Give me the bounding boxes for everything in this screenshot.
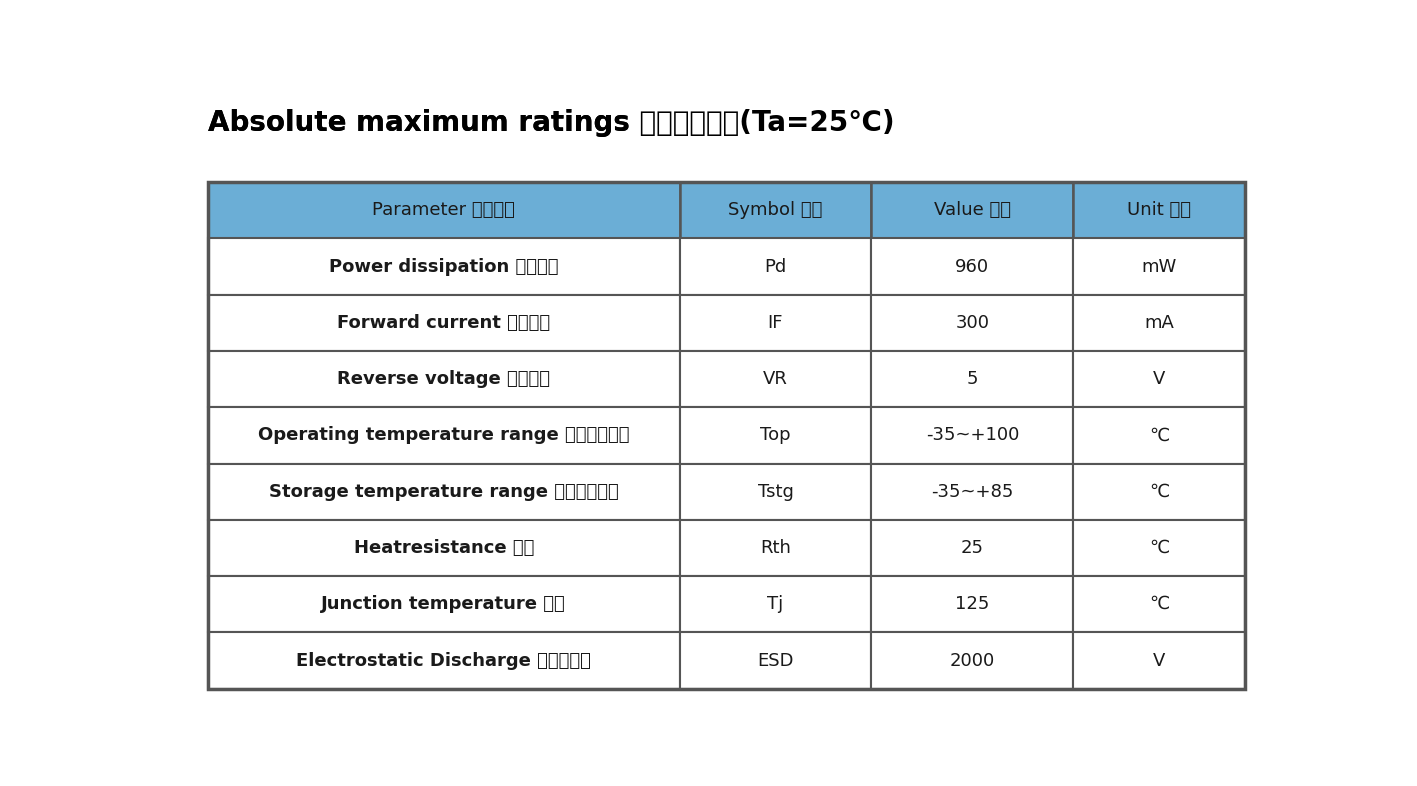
Text: ℃: ℃ [1149, 483, 1169, 501]
Text: -35~+85: -35~+85 [931, 483, 1013, 501]
Bar [1074, 464, 1244, 520]
Bar [208, 633, 680, 689]
Bar [208, 238, 680, 295]
Bar [871, 576, 1074, 633]
Text: Power dissipation 消耗功率: Power dissipation 消耗功率 [329, 258, 558, 276]
Bar [871, 238, 1074, 295]
Text: mA: mA [1144, 314, 1173, 332]
Text: Unit 单位: Unit 单位 [1127, 201, 1192, 219]
Text: Absolute maximum ratings 最大限定参数(Ta=25℃): Absolute maximum ratings 最大限定参数(Ta=25℃) [208, 109, 894, 138]
Bar [871, 633, 1074, 689]
Bar [871, 295, 1074, 351]
Bar [680, 295, 871, 351]
Bar [680, 182, 871, 238]
Text: Rth: Rth [760, 539, 791, 557]
Bar [1074, 520, 1244, 576]
Bar [1074, 407, 1244, 464]
Bar [208, 407, 680, 464]
Text: IF: IF [768, 314, 784, 332]
Text: Absolute maximum ratings: Absolute maximum ratings [208, 109, 639, 138]
Text: mW: mW [1142, 258, 1176, 276]
Text: Symbol 符号: Symbol 符号 [728, 201, 823, 219]
Bar [680, 351, 871, 407]
Bar [208, 295, 680, 351]
Text: Junction temperature 结温: Junction temperature 结温 [322, 595, 567, 613]
Bar [871, 407, 1074, 464]
Bar [680, 633, 871, 689]
Bar [1074, 182, 1244, 238]
Text: ℃: ℃ [1149, 426, 1169, 444]
Text: Electrostatic Discharge 抗静电能力: Electrostatic Discharge 抗静电能力 [296, 652, 591, 670]
Bar [680, 407, 871, 464]
Bar [1074, 351, 1244, 407]
Bar [871, 520, 1074, 576]
Bar [680, 464, 871, 520]
Text: Tj: Tj [768, 595, 784, 613]
Bar [208, 520, 680, 576]
Bar [1074, 633, 1244, 689]
Bar [680, 238, 871, 295]
Text: 5: 5 [966, 370, 978, 388]
Text: ESD: ESD [757, 652, 794, 670]
Text: Heatresistance 热阻: Heatresistance 热阻 [353, 539, 534, 557]
Text: Forward current 正向电流: Forward current 正向电流 [337, 314, 550, 332]
Text: V: V [1153, 652, 1165, 670]
Text: 2000: 2000 [949, 652, 995, 670]
Text: Storage temperature range 储存温度范围: Storage temperature range 储存温度范围 [269, 483, 619, 501]
Text: 125: 125 [955, 595, 989, 613]
Bar [208, 576, 680, 633]
Text: Operating temperature range 工作温度范围: Operating temperature range 工作温度范围 [258, 426, 629, 444]
Text: Reverse voltage 反向电压: Reverse voltage 反向电压 [337, 370, 550, 388]
Bar [208, 351, 680, 407]
Text: 25: 25 [961, 539, 983, 557]
Text: Parameter 项目名称: Parameter 项目名称 [373, 201, 516, 219]
Bar [1074, 238, 1244, 295]
Bar [208, 464, 680, 520]
Text: 960: 960 [955, 258, 989, 276]
Bar [871, 182, 1074, 238]
Text: 300: 300 [955, 314, 989, 332]
Text: ℃: ℃ [1149, 595, 1169, 613]
Bar [208, 182, 1244, 689]
Bar [1074, 576, 1244, 633]
Text: VR: VR [762, 370, 788, 388]
Text: -35~+100: -35~+100 [925, 426, 1019, 444]
Bar [871, 351, 1074, 407]
Text: Tstg: Tstg [758, 483, 794, 501]
Text: Top: Top [760, 426, 791, 444]
Text: V: V [1153, 370, 1165, 388]
Text: ℃: ℃ [1149, 539, 1169, 557]
Bar [871, 464, 1074, 520]
Bar [1074, 295, 1244, 351]
Text: Value 规格: Value 规格 [934, 201, 1010, 219]
Bar [208, 182, 680, 238]
Text: Pd: Pd [764, 258, 786, 276]
Bar [680, 520, 871, 576]
Bar [680, 576, 871, 633]
